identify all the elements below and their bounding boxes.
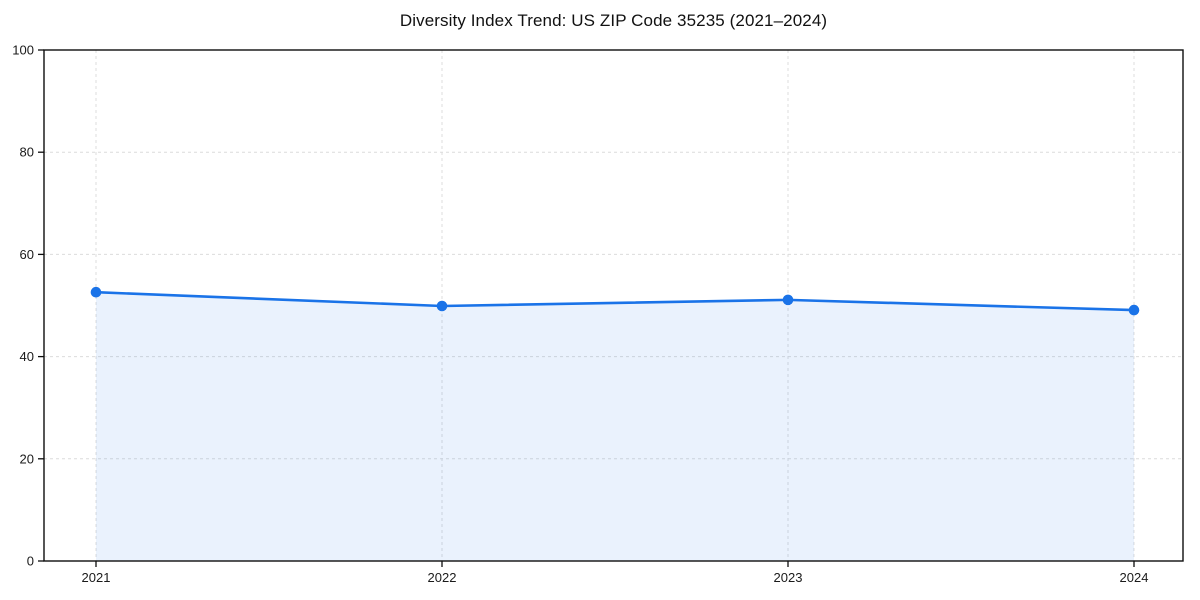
y-tick-label: 80 xyxy=(20,145,34,160)
y-tick-label: 100 xyxy=(12,43,34,58)
data-point xyxy=(90,286,102,298)
y-tick-label: 0 xyxy=(27,554,34,569)
area-fill xyxy=(96,292,1134,561)
data-point xyxy=(782,294,794,306)
x-tick-label: 2021 xyxy=(82,570,111,585)
trend-line xyxy=(94,290,1136,312)
x-tick-label: 2022 xyxy=(428,570,457,585)
y-tick-label: 40 xyxy=(20,349,34,364)
y-tick-label: 60 xyxy=(20,247,34,262)
x-tick-label: 2024 xyxy=(1120,570,1149,585)
x-tick-label: 2023 xyxy=(774,570,803,585)
chart-title: Diversity Index Trend: US ZIP Code 35235… xyxy=(399,11,828,30)
plot-border xyxy=(43,49,1184,562)
data-point xyxy=(436,300,448,312)
data-point xyxy=(1128,304,1140,316)
y-tick-label: 20 xyxy=(20,451,34,466)
